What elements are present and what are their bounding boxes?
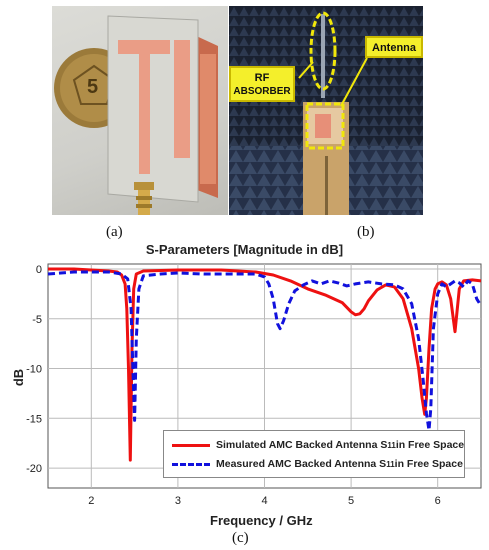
legend-swatch-measured: [172, 462, 210, 466]
y-tick-label: -10: [26, 364, 42, 376]
legend-sub-measured: 11: [386, 459, 395, 469]
x-tick-label: 4: [261, 495, 267, 507]
caption-c: (c): [232, 530, 249, 546]
y-tick-label: -5: [32, 314, 42, 326]
y-tick-label: 0: [36, 264, 42, 276]
y-tick-label: -20: [26, 463, 42, 475]
photo-antenna-prototype: 5: [52, 6, 228, 215]
legend-swatch-simulated: [172, 443, 210, 447]
x-axis-title: Frequency / GHz: [210, 513, 313, 528]
rf-label: RF: [254, 72, 270, 84]
series-line-measured: [47, 270, 483, 432]
rf-absorber-highlight: [309, 11, 337, 91]
legend-sub-simulated: 11: [387, 440, 396, 450]
legend-label-measured: Measured AMC Backed Antenna S: [216, 458, 387, 470]
antenna-under-test: [315, 114, 331, 138]
chart-legend: Simulated AMC Backed Antenna S 11 in Free…: [163, 430, 465, 478]
coin-value: 5: [87, 76, 99, 98]
photo-anechoic-chamber: RF ABSORBER Antenna: [229, 6, 423, 215]
x-tick-label: 3: [175, 495, 181, 507]
series-line-simulated: [48, 267, 482, 462]
parasitic-strip: [174, 40, 190, 158]
legend-label-simulated: Simulated AMC Backed Antenna S: [216, 439, 388, 451]
caption-b: (b): [357, 224, 375, 240]
rf-absorber-callout: RF ABSORBER: [229, 66, 295, 102]
legend-item-simulated: Simulated AMC Backed Antenna S 11 in Free…: [172, 437, 464, 453]
absorber-label: ABSORBER: [233, 86, 291, 97]
antenna-highlight: [305, 102, 345, 150]
legend-tail-measured: in Free Space: [394, 458, 463, 470]
y-tick-label: -15: [26, 413, 42, 425]
x-tick-label: 2: [88, 495, 94, 507]
caption-a: (a): [106, 224, 123, 240]
chart-title: S-Parameters [Magnitude in dB]: [145, 242, 344, 257]
t-patch-stem: [139, 52, 150, 174]
legend-item-measured: Measured AMC Backed Antenna S 11 in Free …: [172, 456, 463, 472]
t-patch-top: [118, 40, 170, 54]
legend-tail-simulated: in Free Space: [395, 439, 465, 451]
x-tick-label: 6: [435, 495, 441, 507]
antenna-callout: Antenna: [365, 36, 423, 58]
antenna-prototype-illustration: [54, 15, 218, 215]
y-axis-title: dB: [11, 368, 27, 387]
x-tick-label: 5: [348, 495, 354, 507]
